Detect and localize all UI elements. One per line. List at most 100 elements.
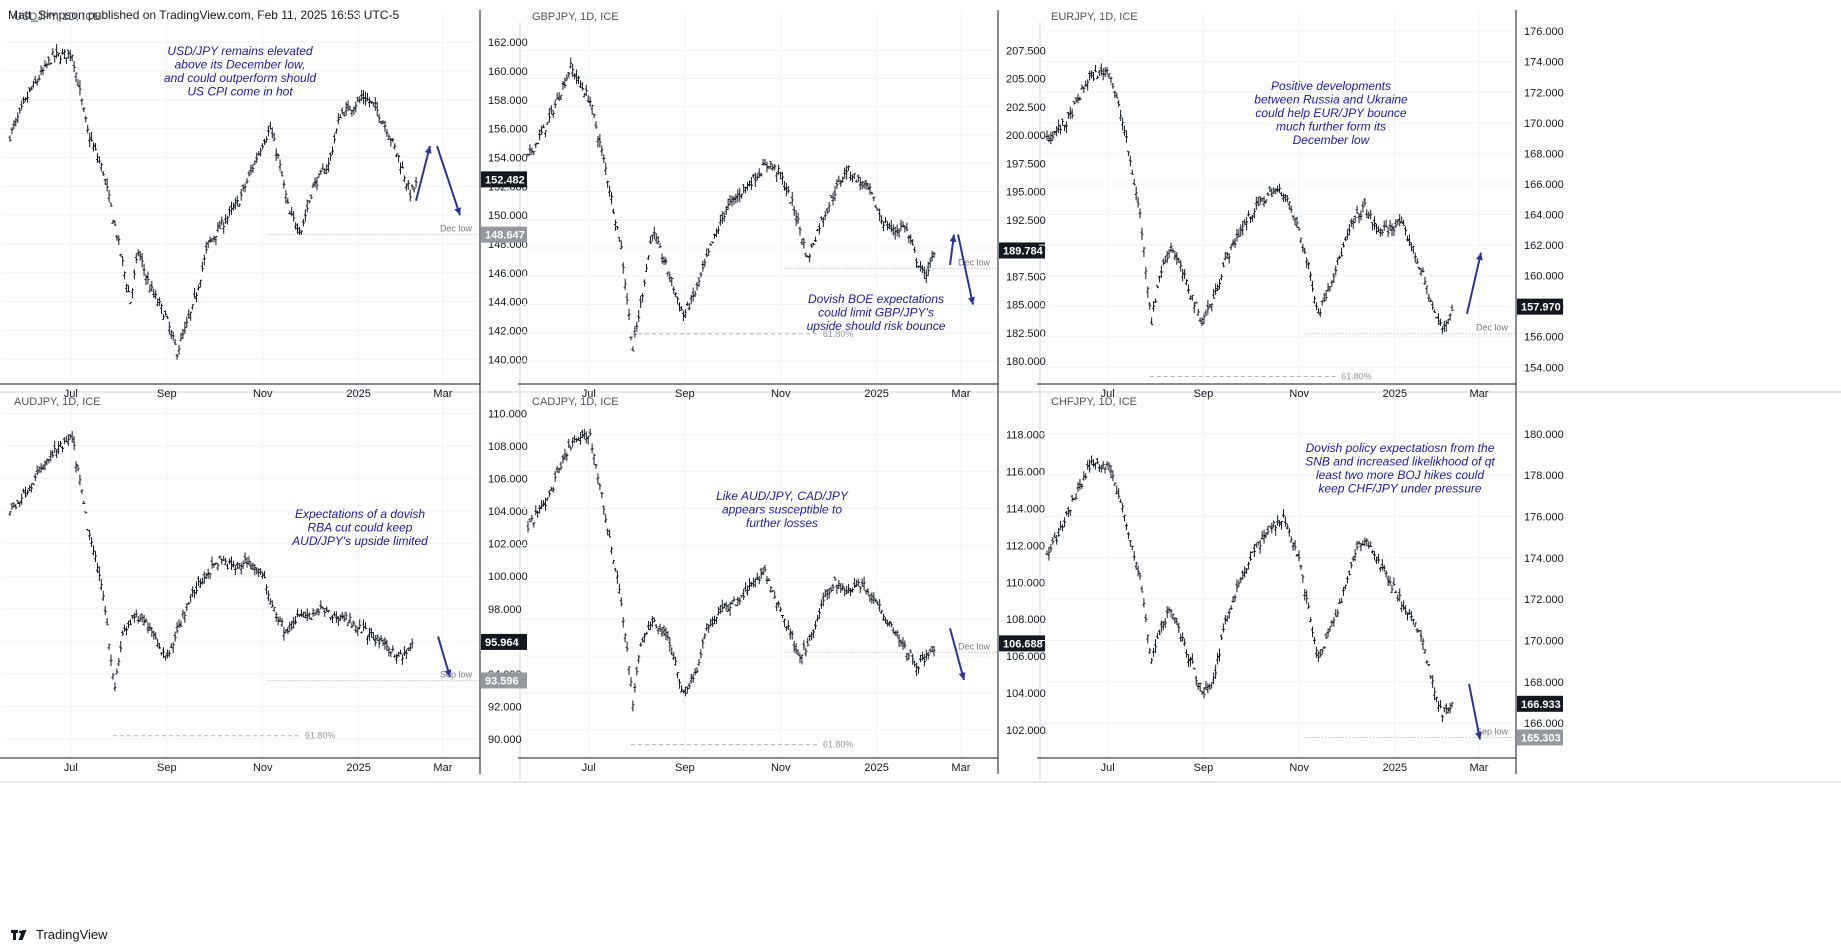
price-tick-label: 160.000 (488, 66, 528, 78)
ohlc-bar (1072, 498, 1076, 501)
ohlc-bar (569, 446, 573, 451)
ohlc-bar (138, 250, 142, 261)
ohlc-bar (911, 239, 915, 246)
ohlc-bar (1115, 93, 1119, 99)
ohlc-bar (1365, 209, 1369, 218)
ohlc-bar (623, 278, 627, 290)
ohlc-bar (313, 612, 317, 617)
ohlc-bar (24, 97, 28, 102)
ohlc-bar (870, 592, 874, 604)
reference-price-badge (481, 672, 527, 689)
ohlc-bar (629, 677, 633, 687)
ohlc-bar (899, 639, 903, 647)
ohlc-bar (171, 331, 175, 341)
ohlc-bar (711, 241, 715, 244)
ohlc-bar (1161, 258, 1165, 266)
ohlc-bar (802, 238, 806, 249)
last-price-label: 152.482 (485, 174, 525, 186)
ohlc-bar (373, 97, 377, 111)
ohlc-bar (1181, 632, 1185, 642)
ohlc-bar (154, 632, 158, 640)
ohlc-bar (697, 277, 701, 287)
ohlc-bar (749, 176, 753, 190)
price-tick-label: 207.500 (1006, 45, 1046, 57)
price-tick-label: 158.000 (488, 95, 528, 107)
ohlc-bar (348, 106, 352, 111)
ohlc-bar (57, 52, 61, 57)
ohlc-bar (103, 605, 107, 616)
ohlc-bar (551, 110, 555, 118)
ohlc-bar (1340, 247, 1344, 257)
ohlc-bar (323, 167, 327, 175)
ohlc-bar (1146, 286, 1150, 298)
ohlc-bar (1324, 633, 1328, 640)
ohlc-bar (577, 437, 581, 441)
price-tick-label: 168.000 (1524, 677, 1564, 689)
ohlc-bar (92, 142, 96, 152)
chart-title: CHFJPY, 1D, ICE (1051, 396, 1137, 408)
ohlc-bar (1130, 169, 1134, 175)
ohlc-bar (777, 164, 781, 175)
ohlc-bar (608, 185, 612, 197)
ohlc-bar (183, 611, 187, 623)
ohlc-bar (1225, 615, 1229, 622)
time-tick-label: 2025 (1383, 388, 1407, 400)
ohlc-bar (679, 306, 683, 311)
ohlc-bar (534, 505, 538, 516)
last-price-badge (481, 171, 527, 188)
ohlc-bar (1419, 267, 1423, 277)
ohlc-bar (33, 75, 37, 84)
ohlc-bar (1249, 551, 1252, 562)
ohlc-bar (1099, 63, 1103, 76)
reference-price-label: 165.303 (1521, 732, 1561, 744)
ohlc-bar (1438, 700, 1442, 709)
ohlc-bar (1138, 572, 1142, 580)
ohlc-bar (1146, 634, 1150, 644)
ohlc-bar (39, 65, 43, 76)
ohlc-bar (763, 564, 767, 573)
ohlc-bar (1157, 275, 1161, 283)
ohlc-bar (596, 135, 600, 148)
ohlc-bar (569, 57, 573, 69)
price-tick-label: 156.000 (488, 124, 528, 136)
ohlc-bar (1068, 509, 1072, 517)
ohlc-bar (107, 643, 111, 650)
ohlc-bar (1407, 234, 1411, 246)
ohlc-bar (1431, 301, 1435, 311)
ohlc-bar (144, 274, 148, 286)
ohlc-bar (1123, 125, 1127, 136)
ohlc-bar (654, 624, 658, 629)
time-tick-label: 2025 (346, 762, 370, 774)
ohlc-bar (286, 626, 290, 635)
ohlc-bar (1250, 214, 1254, 222)
ohlc-bar (286, 197, 290, 204)
ohlc-bar (365, 635, 369, 645)
ohlc-bar (650, 616, 654, 628)
ohlc-bar (290, 620, 294, 631)
ohlc-bar (885, 221, 889, 231)
ohlc-bar (222, 221, 226, 234)
annotation-text: RBA cut could keep (308, 521, 413, 535)
ohlc-bar (191, 586, 195, 598)
price-tick-label: 195.000 (1006, 187, 1046, 199)
ohlc-bar (781, 614, 785, 618)
ohlc-bar (90, 537, 94, 547)
ohlc-bar (586, 95, 590, 103)
ohlc-bar (584, 431, 588, 444)
ohlc-bar (538, 129, 542, 141)
ohlc-bar (18, 501, 22, 508)
ohlc-bar (545, 121, 549, 125)
ohlc-bar (1105, 67, 1109, 76)
time-tick-label: Jul (582, 762, 596, 774)
ohlc-bar (123, 624, 127, 632)
ohlc-bar (526, 520, 530, 533)
ohlc-bar (1353, 215, 1357, 224)
ohlc-bar (224, 557, 228, 566)
ohlc-bar (97, 566, 101, 582)
ohlc-bar (402, 175, 406, 183)
publisher-header: Matt_Simpson published on TradingView.co… (8, 8, 400, 22)
ohlc-bar (272, 606, 276, 612)
ohlc-bar (691, 287, 695, 302)
time-tick-label: 2025 (1383, 762, 1407, 774)
ohlc-bar (1076, 93, 1080, 104)
